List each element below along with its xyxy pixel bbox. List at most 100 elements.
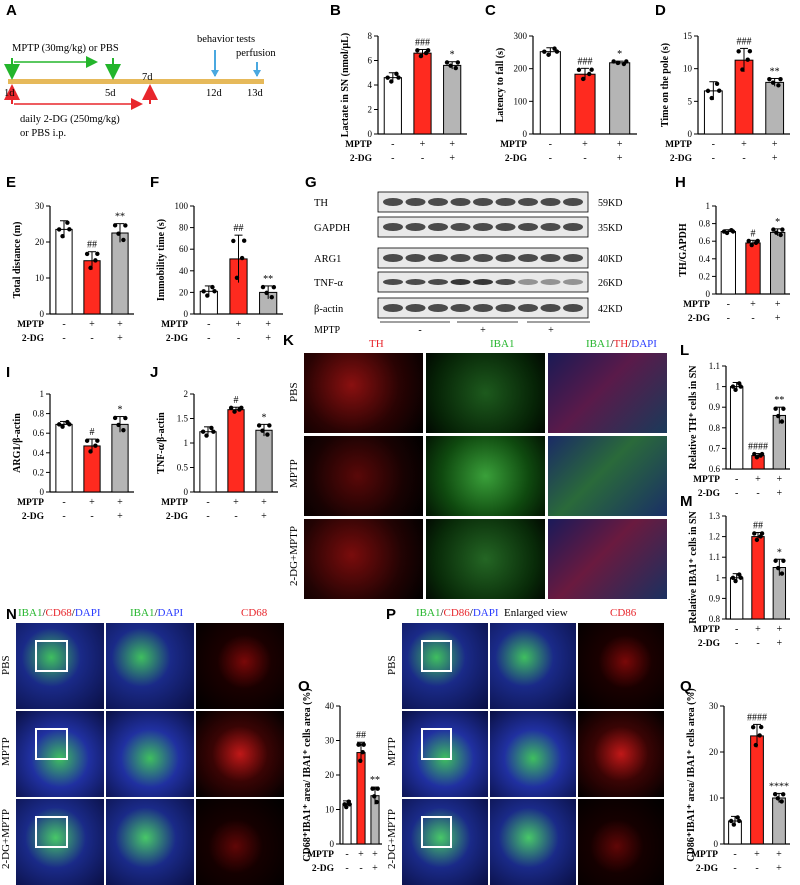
significance-label: # — [234, 395, 239, 406]
data-point — [759, 451, 765, 457]
data-point — [264, 290, 269, 296]
data-point — [587, 71, 592, 77]
chart-svg: 0 0.5 1 1.5 2 TNF-α/β-actin - - # + - * + + MPTP 2-DG — [156, 389, 278, 522]
data-point — [344, 804, 349, 810]
significance-label: ** — [770, 66, 780, 77]
blot-band — [405, 254, 426, 262]
significance-label: **** — [769, 781, 789, 792]
significance-label: * — [262, 412, 267, 423]
chart-D: 0 5 10 15 Time on the pole (s) - - ### + - ** + + MPT… — [650, 10, 798, 170]
blot-band — [495, 304, 516, 312]
row-label: MPTP — [0, 737, 12, 766]
y-tick-label: 0.9 — [709, 402, 721, 412]
day-label: 7d — [142, 72, 153, 83]
y-tick-label: 60 — [179, 244, 189, 254]
data-point — [372, 794, 377, 799]
mptp-sign: - — [62, 497, 65, 508]
data-point — [705, 88, 711, 94]
y-tick-label: 0.8 — [699, 219, 711, 229]
blot-band — [495, 198, 516, 206]
blot-band — [405, 279, 426, 285]
y-tick-label: 20 — [325, 770, 335, 780]
blot-band — [563, 223, 583, 231]
caption-iba1: IBA1 — [130, 607, 155, 619]
chart-svg: 0 0.2 0.4 0.6 0.8 1 ARG1/β-actin - - # + - * + + MPTP 2-… — [12, 389, 134, 522]
significance-label: * — [118, 405, 123, 416]
blot-band — [473, 304, 493, 312]
dg-sign: - — [727, 313, 730, 324]
y-axis-label: Total distance (m) — [12, 222, 23, 299]
data-point — [759, 531, 765, 536]
y-tick-label: 5 — [688, 96, 693, 106]
data-point — [385, 75, 390, 80]
data-point — [759, 724, 764, 730]
panel-label-N: N — [6, 606, 17, 623]
y-tick-label: 1.1 — [709, 552, 720, 562]
micrograph-tile — [196, 623, 284, 709]
data-point — [210, 284, 215, 290]
bar — [227, 409, 245, 493]
western-blot-svg: TH 59KD GAPDH 35KD ARG1 40KD TNF-α 26KD β-actin 4… — [314, 191, 622, 336]
data-point — [733, 387, 738, 393]
caption-dapi: DAPI — [631, 338, 657, 350]
data-point — [731, 822, 737, 827]
data-point — [271, 284, 277, 290]
y-tick-label: 0.8 — [709, 614, 721, 624]
data-point — [749, 242, 754, 248]
data-point — [778, 232, 783, 238]
mptp-sign: + — [117, 497, 123, 508]
data-point — [735, 815, 740, 820]
chart-J: 0 0.5 1 1.5 2 TNF-α/β-actin - - # + - * + + MPTP 2-DG — [146, 368, 286, 528]
data-point — [779, 571, 785, 576]
significance-label: # — [751, 228, 756, 239]
micrograph-tile — [426, 519, 545, 599]
caption-dapi: DAPI — [74, 607, 101, 619]
y-tick-label: 0 — [330, 839, 335, 849]
data-point — [256, 423, 262, 428]
y-tick-label: 0.8 — [709, 423, 721, 433]
y-tick-label: 1.5 — [177, 414, 189, 424]
data-point — [375, 786, 380, 791]
data-point — [775, 796, 781, 801]
y-axis-label: CD86⁺IBA1⁺ area/ IBA1⁺ cells area (%) — [686, 688, 697, 862]
dg-sign: + — [772, 153, 778, 164]
data-point — [95, 438, 100, 443]
data-point — [93, 258, 98, 263]
micrograph-tile — [304, 436, 423, 516]
data-point — [234, 275, 240, 281]
blot-band — [383, 279, 403, 285]
panel-label-F: F — [150, 174, 160, 191]
mptp-sign: + — [358, 849, 364, 860]
data-point — [755, 238, 760, 244]
micrograph-tile — [578, 711, 664, 797]
mptp-sign: + — [582, 139, 588, 150]
y-tick-label: 10 — [35, 273, 45, 283]
panel-label-J: J — [150, 364, 159, 381]
bar — [111, 423, 129, 493]
significance-label: #### — [748, 442, 768, 453]
y-tick-label: 0 — [688, 129, 693, 139]
bar — [609, 62, 631, 135]
panel-label-P: P — [386, 606, 397, 623]
y-tick-label: 1.3 — [709, 511, 721, 521]
data-point — [60, 233, 65, 239]
bar — [770, 231, 786, 295]
data-point — [374, 799, 379, 805]
mptp-sign: - — [391, 139, 394, 150]
panel-label-G: G — [305, 174, 317, 191]
data-point — [200, 429, 206, 434]
column-title: TH — [369, 338, 384, 350]
y-axis-label: Latency to fall (s) — [495, 48, 506, 123]
dg-label: 2-DG — [698, 639, 721, 649]
bar — [745, 242, 761, 295]
mptp-sign: - — [207, 319, 210, 330]
dg-label: 2-DG — [696, 864, 719, 874]
dg-label: 2-DG — [505, 154, 528, 164]
data-point — [93, 443, 98, 448]
data-point — [778, 77, 783, 82]
dg-label-1: daily 2-DG (250mg/kg) — [20, 114, 120, 125]
y-tick-label: 1 — [184, 438, 189, 448]
perfusion-arrow — [253, 70, 261, 77]
dg-sign: - — [62, 333, 65, 344]
data-point — [56, 227, 62, 232]
